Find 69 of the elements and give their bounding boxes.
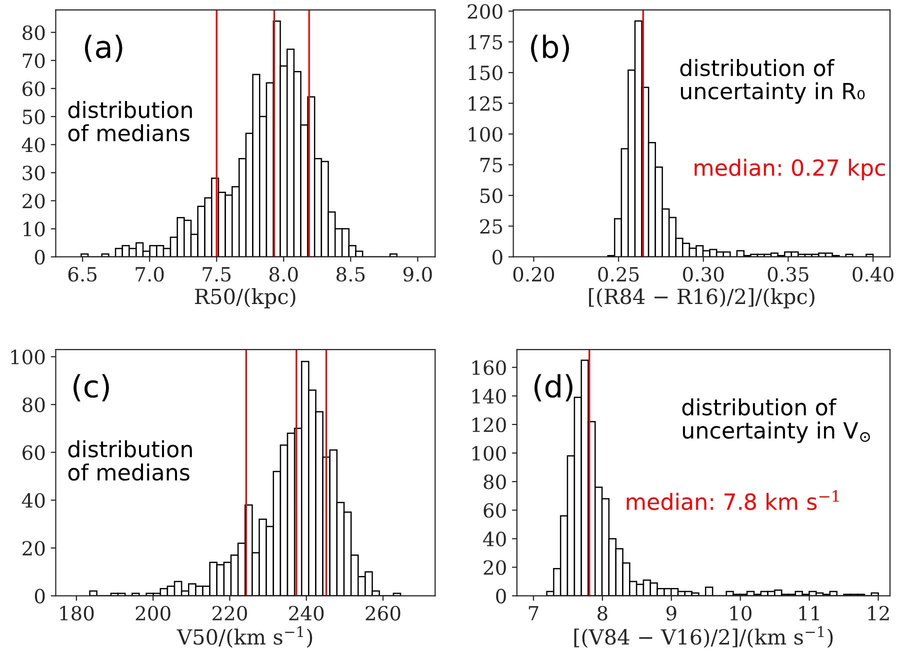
x-tick-label: 0.35 xyxy=(768,266,808,282)
y-tick-label: 125 xyxy=(468,96,502,111)
x-tick-label: 8.0 xyxy=(269,266,298,282)
annotation: (d) xyxy=(534,374,572,402)
y-tick-label: 80 xyxy=(22,397,45,412)
x-tick-label: 200 xyxy=(136,606,170,621)
x-tick-label: 0.25 xyxy=(598,266,639,282)
x-tick-label: 9.0 xyxy=(403,266,432,282)
x-tick-label: 7 xyxy=(528,606,538,620)
y-tick-label: 60 xyxy=(22,445,45,460)
annotation: (a) xyxy=(84,34,122,62)
x-tick-label: 8.5 xyxy=(336,266,365,282)
y-tick-label: 0 xyxy=(492,250,502,265)
y-tick-label: 0 xyxy=(496,588,506,604)
x-axis-title: R50/(kpc) xyxy=(195,288,296,308)
x-tick-label: 260 xyxy=(366,606,400,621)
y-tick-label: 175 xyxy=(468,34,502,50)
y-tick-label: 40 xyxy=(483,532,506,546)
x-tick-label: 0.20 xyxy=(513,266,554,282)
y-tick-label: 30 xyxy=(22,166,45,180)
x-tick-label: 9 xyxy=(666,606,676,621)
y-tick-label: 75 xyxy=(480,158,502,172)
x-axis-title: V50/(km s$^{−1}$) xyxy=(176,626,312,648)
y-tick-label: 80 xyxy=(22,25,45,40)
y-tick-label: 25 xyxy=(480,219,502,234)
annotation: median: 7.8 km s$^{−1}$ xyxy=(626,490,839,510)
y-tick-label: 100 xyxy=(472,446,506,461)
x-tick-label: 10 xyxy=(730,606,752,621)
x-tick-label: 6.5 xyxy=(68,266,97,282)
annotation: distribution of medians xyxy=(68,440,192,481)
x-tick-label: 0.30 xyxy=(683,266,724,282)
y-tick-label: 70 xyxy=(22,53,45,68)
x-tick-label: 12 xyxy=(868,606,889,620)
y-tick-label: 100 xyxy=(11,350,45,364)
y-tick-label: 20 xyxy=(22,540,45,556)
x-tick-label: 7.0 xyxy=(136,266,164,282)
annotation: (b) xyxy=(531,34,570,62)
y-tick-label: 100 xyxy=(468,126,502,142)
x-tick-label: 8 xyxy=(598,606,608,621)
annotation: distribution of medians xyxy=(68,101,192,142)
x-tick-label: 220 xyxy=(212,606,247,621)
annotation: distribution of uncertainty in V$_{⊙}$ xyxy=(682,398,870,444)
x-tick-label: 7.5 xyxy=(202,267,231,282)
x-tick-label: 0.40 xyxy=(852,266,894,282)
y-tick-label: 10 xyxy=(24,222,45,236)
y-tick-label: 150 xyxy=(468,66,502,80)
x-tick-label: 240 xyxy=(289,606,324,621)
x-axis-title: [(V84 − V16)/2]/(km s$^{−1}$) xyxy=(574,626,833,648)
y-tick-label: 140 xyxy=(472,388,506,404)
x-axis-title: [(R84 − R16)/2]/(kpc) xyxy=(589,288,814,308)
y-tick-label: 60 xyxy=(22,81,45,96)
x-tick-label: 11 xyxy=(799,606,819,620)
x-tick-label: 180 xyxy=(60,606,94,621)
y-tick-label: 0 xyxy=(34,588,45,604)
y-tick-label: 40 xyxy=(22,493,45,508)
y-tick-label: 120 xyxy=(472,417,506,432)
y-tick-label: 50 xyxy=(22,110,45,124)
y-tick-label: 20 xyxy=(22,194,45,208)
annotation: (c) xyxy=(74,374,109,402)
y-tick-label: 20 xyxy=(484,560,506,575)
annotation: distribution of uncertainty in R₀ xyxy=(680,59,865,104)
annotation: median: 0.27 kpc xyxy=(694,158,885,180)
y-tick-label: 0 xyxy=(34,250,45,265)
y-tick-label: 40 xyxy=(22,138,45,152)
y-tick-label: 160 xyxy=(472,360,506,376)
y-tick-label: 200 xyxy=(468,4,502,19)
y-tick-label: 50 xyxy=(480,188,502,204)
y-tick-label: 60 xyxy=(484,503,506,518)
y-tick-label: 80 xyxy=(484,474,506,490)
